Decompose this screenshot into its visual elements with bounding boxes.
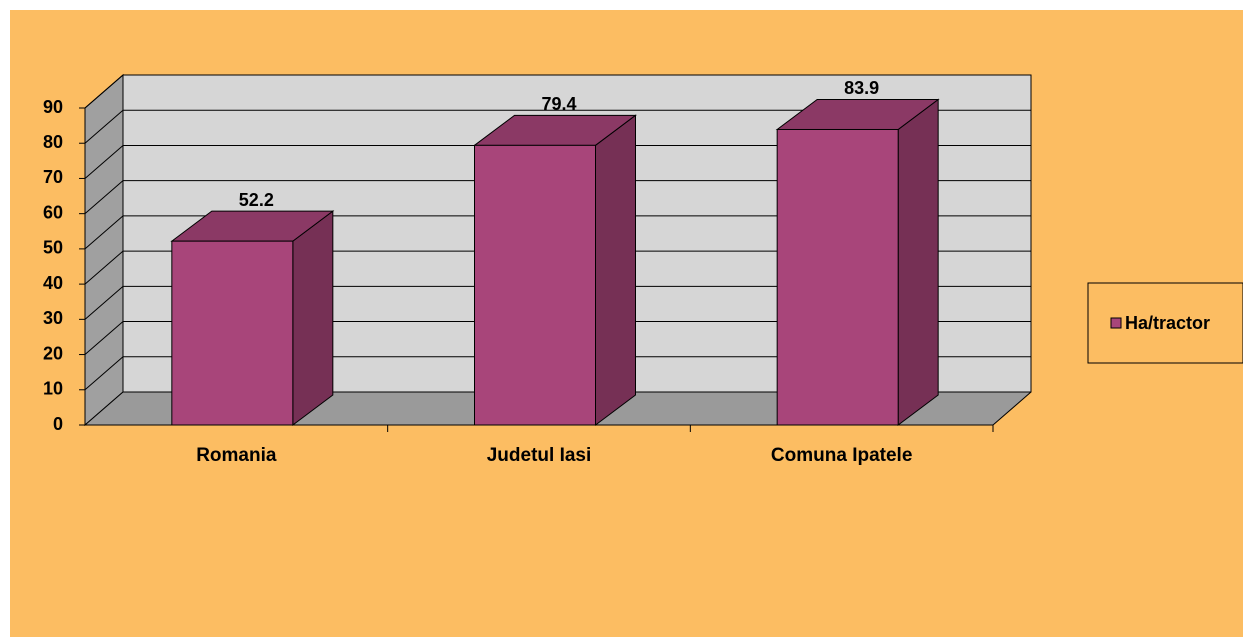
grid-line xyxy=(84,285,124,320)
grid-line xyxy=(84,74,124,109)
x-tick-label: Romania xyxy=(196,445,277,466)
y-tick-label: 50 xyxy=(43,238,63,258)
y-tick-label: 90 xyxy=(43,97,63,117)
side-wall xyxy=(84,73,124,427)
grid-line xyxy=(84,145,124,179)
data-label: 79.4 xyxy=(541,94,576,114)
data-label: 52.2 xyxy=(239,190,274,210)
legend-label: Ha/tractor xyxy=(1125,313,1210,333)
legend-marker xyxy=(1110,317,1122,329)
y-tick-label: 0 xyxy=(53,414,63,434)
data-label: 83.9 xyxy=(844,78,879,98)
x-tick-label: Comuna Ipatele xyxy=(771,445,912,466)
grid-line xyxy=(84,180,124,215)
bar-side xyxy=(292,210,334,426)
bar xyxy=(474,144,596,426)
grid-line xyxy=(84,321,124,355)
grid-line xyxy=(84,109,124,144)
grid-line xyxy=(84,356,124,391)
x-tick-label: Judetul Iasi xyxy=(487,445,592,466)
grid-line xyxy=(84,391,124,426)
floor-edge xyxy=(992,391,1032,426)
y-tick-label: 40 xyxy=(43,273,63,293)
grid-line xyxy=(84,250,124,285)
grid-line xyxy=(84,215,124,250)
y-tick-label: 70 xyxy=(43,167,63,187)
y-tick-label: 80 xyxy=(43,132,63,152)
y-tick-label: 10 xyxy=(43,379,63,399)
bar-side xyxy=(595,114,636,426)
y-tick-label: 60 xyxy=(43,202,63,222)
y-tick-label: 20 xyxy=(43,343,63,363)
bar xyxy=(776,128,899,426)
bar-side xyxy=(897,98,939,426)
y-tick-label: 30 xyxy=(43,308,63,328)
bar xyxy=(171,240,294,426)
